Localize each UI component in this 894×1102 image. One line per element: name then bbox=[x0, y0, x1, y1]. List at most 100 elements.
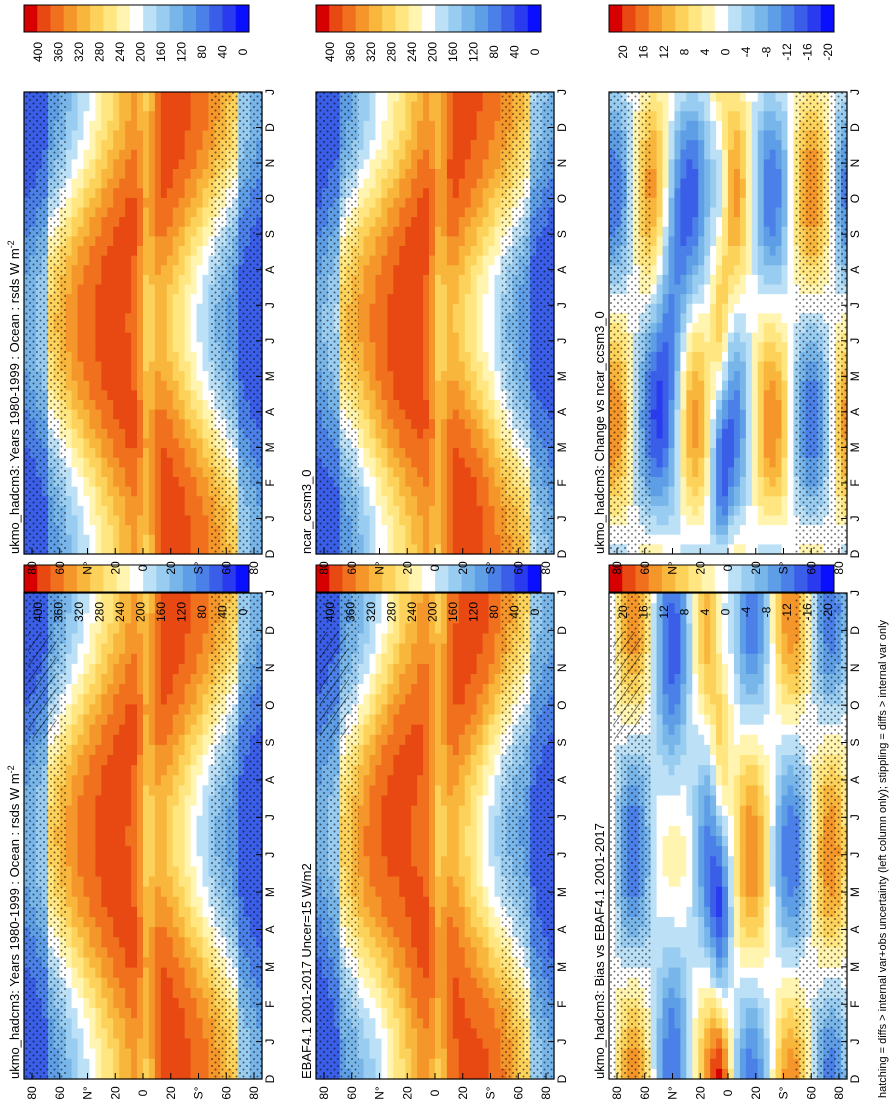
heatmap-cell bbox=[101, 977, 108, 989]
heatmap-cell bbox=[704, 886, 711, 898]
heatmap-cell bbox=[113, 785, 120, 797]
heatmap-cell bbox=[196, 937, 204, 948]
heatmap-cell bbox=[143, 886, 150, 898]
heatmap-cell bbox=[137, 694, 144, 705]
heatmap-cell bbox=[369, 1038, 377, 1050]
heatmap-cell bbox=[137, 775, 144, 786]
heatmap-cell bbox=[393, 724, 400, 736]
heatmap-cell bbox=[166, 998, 174, 1009]
month-tick-label: A bbox=[263, 776, 277, 784]
heatmap-cell bbox=[411, 815, 418, 827]
heatmap-cell bbox=[429, 998, 436, 1009]
heatmap-cell bbox=[668, 613, 676, 624]
heatmap-cell bbox=[399, 643, 406, 655]
heatmap-cell bbox=[668, 937, 676, 948]
heatmap-cell bbox=[464, 866, 472, 878]
heatmap-cell bbox=[470, 886, 478, 898]
heatmap-cell bbox=[435, 724, 442, 736]
heatmap-cell bbox=[728, 856, 735, 867]
heatmap-cell bbox=[656, 663, 664, 675]
heatmap-cell bbox=[83, 967, 91, 979]
heatmap-cell bbox=[160, 957, 168, 969]
heatmap-cell bbox=[722, 734, 729, 746]
heatmap-cell bbox=[446, 998, 454, 1009]
heatmap-cell bbox=[470, 623, 478, 635]
heatmap-cell bbox=[674, 917, 681, 928]
heatmap-cell bbox=[668, 957, 676, 969]
heatmap-cell bbox=[686, 653, 693, 665]
heatmap-cell bbox=[166, 795, 174, 807]
heatmap-cell bbox=[446, 613, 454, 624]
heatmap-cell bbox=[470, 987, 478, 999]
month-tick-label: O bbox=[555, 700, 569, 709]
heatmap-cell bbox=[113, 663, 120, 675]
heatmap-cell bbox=[650, 1008, 658, 1019]
heatmap-cell bbox=[77, 674, 85, 685]
heatmap-cell bbox=[728, 684, 735, 695]
heatmap-cell bbox=[668, 674, 676, 685]
heatmap-cell bbox=[196, 1018, 204, 1029]
heatmap-cell bbox=[190, 927, 198, 938]
heatmap-cell bbox=[77, 694, 85, 705]
heatmap-cell bbox=[650, 744, 658, 756]
heatmap-cell bbox=[452, 815, 460, 827]
heatmap-cell bbox=[363, 957, 371, 969]
heatmap-cell bbox=[137, 987, 144, 999]
heatmap-cell bbox=[178, 674, 186, 685]
heatmap-cell bbox=[733, 856, 741, 867]
heatmap-cell bbox=[357, 593, 365, 604]
heatmap-cell bbox=[662, 1048, 670, 1060]
heatmap-cell bbox=[113, 714, 120, 726]
heatmap-cell bbox=[363, 623, 371, 635]
heatmap-cell bbox=[154, 593, 162, 604]
heatmap-cell bbox=[65, 714, 73, 726]
heatmap-cell bbox=[107, 987, 114, 999]
heatmap-cell bbox=[650, 724, 658, 736]
heatmap-cell bbox=[722, 947, 729, 959]
heatmap-cell bbox=[710, 856, 717, 867]
heatmap-cell bbox=[148, 987, 156, 999]
heatmap-cell bbox=[668, 663, 676, 675]
heatmap-cell bbox=[704, 846, 711, 857]
heatmap-cell bbox=[458, 815, 466, 827]
heatmap-cell bbox=[89, 1068, 96, 1080]
heatmap-cell bbox=[440, 1068, 448, 1080]
heatmap-cell bbox=[470, 684, 478, 695]
heatmap-cell bbox=[716, 987, 723, 999]
heatmap-cell bbox=[357, 704, 365, 716]
heatmap-cell bbox=[375, 886, 383, 898]
heatmap-cell bbox=[470, 704, 478, 716]
colorbar-swatch bbox=[37, 565, 51, 592]
heatmap-cell bbox=[172, 927, 180, 938]
heatmap-cell bbox=[95, 1008, 102, 1019]
heatmap-cell bbox=[662, 815, 670, 827]
heatmap-cell bbox=[172, 674, 180, 685]
colorbar-tick-label: 40 bbox=[508, 605, 522, 619]
heatmap-cell bbox=[71, 825, 79, 837]
heatmap-cell bbox=[107, 1038, 114, 1050]
heatmap-cell bbox=[393, 795, 400, 807]
heatmap-cell bbox=[375, 947, 383, 959]
heatmap-cell bbox=[89, 846, 96, 857]
heatmap-cell bbox=[680, 1028, 687, 1040]
heatmap-cell bbox=[65, 917, 73, 928]
heatmap-cell bbox=[680, 896, 687, 908]
lat-tick-label: 20 bbox=[400, 1086, 414, 1100]
heatmap-cell bbox=[125, 704, 132, 716]
heatmap-cell bbox=[166, 1048, 174, 1060]
heatmap-cell bbox=[119, 896, 126, 908]
heatmap-cell bbox=[83, 886, 91, 898]
heatmap-cell bbox=[440, 998, 448, 1009]
heatmap-cell bbox=[674, 1028, 681, 1040]
heatmap-cell bbox=[650, 623, 658, 635]
heatmap-cell bbox=[494, 663, 502, 675]
heatmap-cell bbox=[470, 593, 478, 604]
heatmap-cell bbox=[166, 755, 174, 766]
heatmap-cell bbox=[160, 765, 168, 776]
heatmap-cell bbox=[399, 856, 406, 867]
heatmap-cell bbox=[488, 694, 496, 705]
heatmap-cell bbox=[131, 1018, 138, 1029]
heatmap-cell bbox=[160, 906, 168, 918]
heatmap-cell bbox=[89, 805, 96, 817]
heatmap-cell bbox=[77, 1008, 85, 1019]
